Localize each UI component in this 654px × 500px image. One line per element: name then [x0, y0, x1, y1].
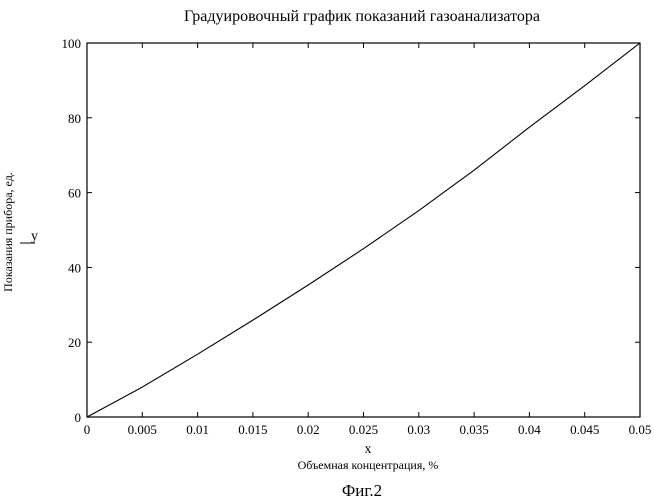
x-tick-label: 0.03	[407, 422, 430, 437]
chart-title: Градуировочный график показаний газоанал…	[184, 8, 540, 25]
x-tick-label: 0.04	[518, 422, 541, 437]
x-tick-label: 0	[84, 422, 91, 437]
plot-frame	[87, 43, 640, 417]
y-tick-label: 20	[68, 335, 81, 350]
y-axis-variable: y	[31, 229, 38, 244]
x-axis-ticks: 0 0.005 0.01 0.015 0.02 0.025 0.03 0.035 0.04 0.0…	[84, 43, 652, 437]
x-tick-label: 0.015	[238, 422, 267, 437]
x-tick-label: 0.05	[629, 422, 652, 437]
x-tick-label: 0.035	[459, 422, 488, 437]
figure-caption: Фиг.2	[342, 481, 382, 500]
y-tick-label: 60	[68, 186, 81, 201]
y-tick-label: 0	[75, 410, 82, 425]
y-tick-label: 80	[68, 111, 81, 126]
x-tick-label: 0.025	[349, 422, 378, 437]
x-tick-label: 0.045	[570, 422, 599, 437]
x-axis-variable: x	[365, 442, 372, 457]
x-tick-label: 0.01	[186, 422, 209, 437]
x-axis-label: Объемная концентрация, %	[298, 458, 439, 472]
y-tick-label: 100	[62, 36, 82, 51]
x-tick-label: 0.02	[297, 422, 320, 437]
series-line	[87, 43, 640, 417]
y-axis-ticks: 0 20 40 60 80 100	[62, 36, 641, 425]
series-layer	[87, 43, 640, 417]
x-tick-label: 0.005	[128, 422, 157, 437]
y-axis-label: Показания прибора, ед.	[1, 172, 15, 292]
y-tick-label: 40	[68, 260, 81, 275]
